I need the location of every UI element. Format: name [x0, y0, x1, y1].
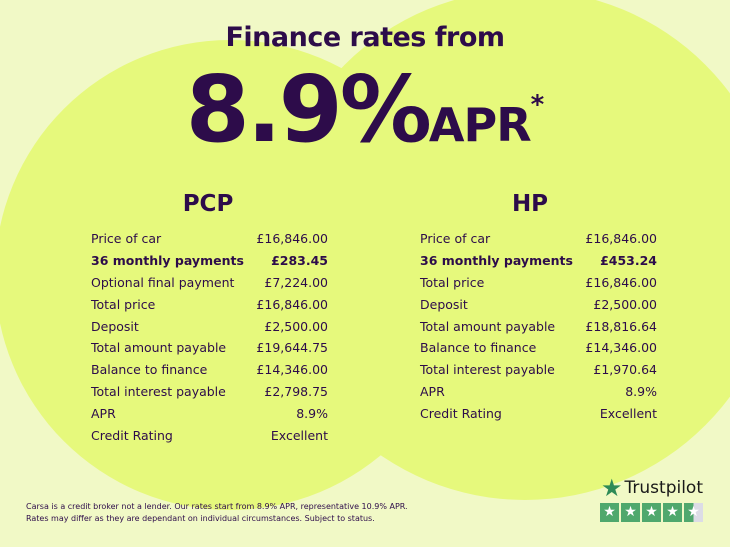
- row-value: 8.9%: [625, 384, 657, 400]
- rating-star-icon: ★: [684, 503, 703, 522]
- rating-star-icon: ★: [621, 503, 640, 522]
- row-value: £283.45: [271, 252, 328, 268]
- row-value: £16,846.00: [256, 231, 328, 246]
- row-label: Total price: [420, 274, 485, 290]
- row-label: Price of car: [420, 231, 491, 246]
- table-row: APR 8.9%: [420, 381, 657, 403]
- row-value: £18,816.64: [585, 318, 657, 334]
- row-label: Total interest payable: [420, 362, 555, 378]
- row-value: £2,500.00: [593, 296, 657, 312]
- trustpilot-rating: ★ ★ ★ ★ ★: [600, 503, 703, 522]
- trustpilot-logo: ★ Trustpilot: [601, 474, 703, 502]
- asterisk: *: [530, 90, 545, 120]
- table-row: Total price £16,846.00: [420, 272, 657, 294]
- row-label: Balance to finance: [420, 340, 537, 356]
- table-row: Deposit £2,500.00: [420, 294, 657, 316]
- headline: Finance rates from: [225, 22, 505, 53]
- row-label: Deposit: [420, 296, 468, 312]
- row-label: Deposit: [91, 318, 139, 334]
- pcp-table: Price of car £16,846.00 36 monthly payment…: [91, 228, 328, 447]
- hp-table: Price of car £16,846.00 36 monthly payment…: [420, 228, 657, 425]
- hp-heading: HP: [511, 191, 549, 217]
- row-value: Excellent: [270, 428, 328, 444]
- table-row: APR 8.9%: [91, 403, 328, 425]
- row-label: 36 monthly payments: [91, 252, 244, 268]
- row-label: Total amount payable: [91, 340, 227, 356]
- table-row: Balance to finance £14,346.00: [91, 359, 328, 381]
- row-value: £7,224.00: [264, 274, 328, 290]
- row-label: Credit Rating: [91, 428, 173, 444]
- table-row: Credit Rating Excellent: [420, 403, 657, 425]
- table-row: 36 monthly payments £453.24: [420, 250, 657, 272]
- trustpilot-name: Trustpilot: [624, 478, 703, 498]
- table-row: 36 monthly payments £283.45: [91, 250, 328, 272]
- disclaimer-line-1: Carsa is a credit broker not a lender. O…: [26, 502, 408, 511]
- background-circle-right: [270, 0, 730, 500]
- table-row: Total interest payable £1,970.64: [420, 359, 657, 381]
- row-label: Total price: [91, 296, 156, 312]
- table-row: Balance to finance £14,346.00: [420, 337, 657, 359]
- table-row: Credit Rating Excellent: [91, 425, 328, 447]
- rate-value: 8.9%: [185, 56, 432, 163]
- row-value: £16,846.00: [256, 296, 328, 312]
- row-label: APR: [420, 384, 445, 400]
- row-value: £19,644.75: [256, 340, 328, 356]
- row-label: Total amount payable: [420, 318, 556, 334]
- row-label: APR: [91, 406, 116, 422]
- table-row: Price of car £16,846.00: [420, 228, 657, 250]
- row-value: £14,346.00: [585, 340, 657, 356]
- row-label: Price of car: [91, 231, 162, 246]
- row-label: Total interest payable: [91, 384, 226, 400]
- row-value: £453.24: [600, 252, 657, 268]
- rating-star-icon: ★: [642, 503, 661, 522]
- row-label: Balance to finance: [91, 362, 208, 378]
- row-value: £2,798.75: [264, 384, 328, 400]
- disclaimer: Carsa is a credit broker not a lender. O…: [26, 501, 408, 525]
- row-value: £16,846.00: [585, 231, 657, 246]
- row-value: £16,846.00: [585, 274, 657, 290]
- rating-star-icon: ★: [663, 503, 682, 522]
- table-row: Optional final payment £7,224.00: [91, 272, 328, 294]
- row-label: Optional final payment: [91, 274, 235, 290]
- pcp-heading: PCP: [182, 191, 234, 217]
- trustpilot-star-icon: ★: [601, 474, 623, 502]
- row-label: 36 monthly payments: [420, 252, 573, 268]
- row-value: 8.9%: [296, 406, 328, 422]
- table-row: Deposit £2,500.00: [91, 316, 328, 338]
- table-row: Total amount payable £19,644.75: [91, 337, 328, 359]
- rate-suffix: APR: [428, 98, 532, 152]
- row-value: £1,970.64: [593, 362, 657, 378]
- table-row: Total amount payable £18,816.64: [420, 316, 657, 338]
- row-label: Credit Rating: [420, 406, 502, 422]
- table-row: Total interest payable £2,798.75: [91, 381, 328, 403]
- rating-star-icon: ★: [600, 503, 619, 522]
- row-value: £2,500.00: [264, 318, 328, 334]
- row-value: £14,346.00: [256, 362, 328, 378]
- row-value: Excellent: [599, 406, 657, 422]
- headline-rate: 8.9%APR*: [0, 60, 730, 160]
- table-row: Price of car £16,846.00: [91, 228, 328, 250]
- disclaimer-line-2: Rates may differ as they are dependant o…: [26, 514, 375, 523]
- table-row: Total price £16,846.00: [91, 294, 328, 316]
